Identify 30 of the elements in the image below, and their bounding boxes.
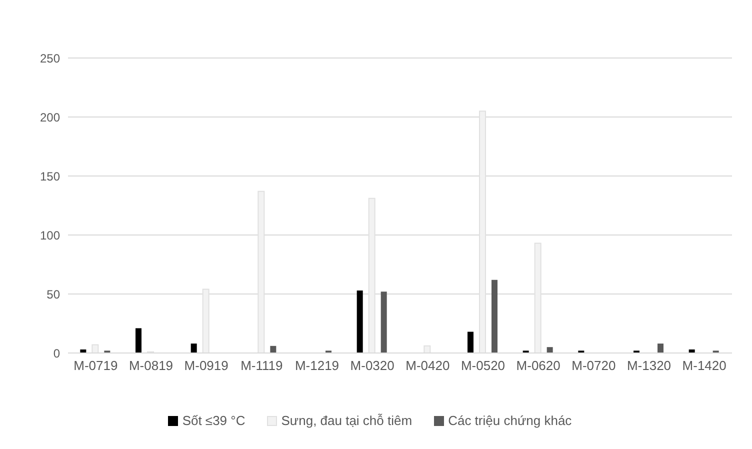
y-tick-label: 100 [40,228,60,242]
bar [658,344,664,353]
bar [356,290,363,353]
y-tick-label: 0 [53,346,60,360]
bar [270,346,276,353]
x-tick-label: M-0420 [406,358,450,374]
bar [190,344,197,353]
legend-label: Sốt ≤39 °C [182,413,246,428]
x-tick-label: M-0720 [572,358,616,374]
bar [468,332,474,353]
y-tick-label: 50 [46,287,60,302]
x-tick-label: M-0819 [128,358,174,374]
legend-label: Các triệu chứng khác [448,413,572,428]
bar [136,328,142,353]
y-tick-label: 200 [40,110,60,124]
x-tick-label: M-1420 [682,358,726,374]
bar [380,292,387,353]
x-tick-label: M-0919 [184,358,228,374]
bar [546,347,553,353]
x-tick-label: M-1320 [626,358,672,374]
x-tick-label: M-0620 [516,358,560,374]
y-tick-label: 250 [40,51,60,66]
x-tick-label: M-0520 [460,358,506,374]
bar [492,280,498,353]
x-tick-label: M-1119 [240,358,283,374]
x-tick-label: M-0320 [350,358,394,374]
x-tick-label: M-1219 [294,358,340,374]
legend-label: Sưng, đau tại chỗ tiêm [281,413,412,428]
y-tick-label: 150 [40,169,60,184]
x-tick-label: M-0719 [74,358,118,374]
